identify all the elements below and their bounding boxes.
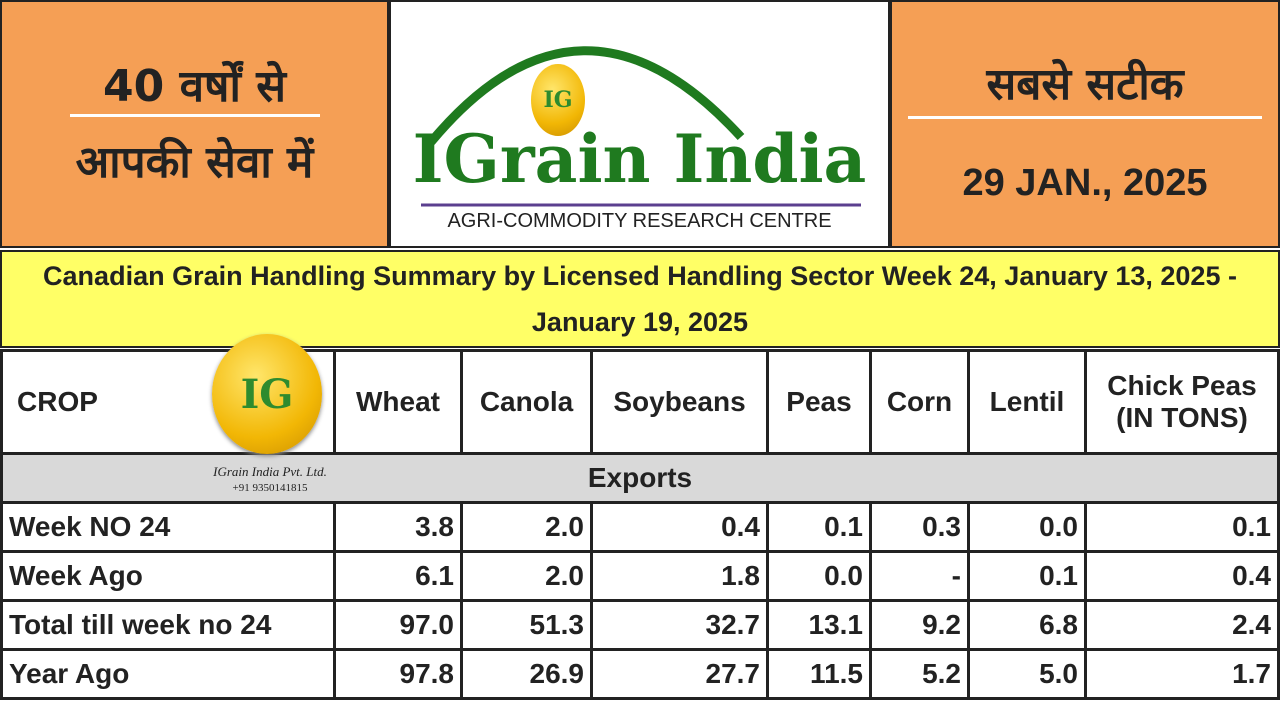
logo-subtitle: AGRI-COMMODITY RESEARCH CENTRE [447,210,832,232]
cell: - [872,553,967,599]
right-banner: सबसे सटीक 29 JAN., 2025 [890,0,1280,248]
column-header: Lentil [970,352,1084,452]
cell: 0.4 [1087,553,1277,599]
data-table: CROP Wheat Canola Soybeans Peas Corn Lentil Chi… [0,349,1280,700]
cell: 97.8 [336,651,460,697]
row-label: Week Ago [3,553,333,599]
row-label: Year Ago [3,651,333,697]
cell: 5.0 [970,651,1084,697]
watermark-phone: +91 9350141815 [232,482,308,494]
cell: 0.0 [769,553,869,599]
divider [70,114,320,117]
column-header: Soybeans [593,352,766,452]
divider [908,116,1262,119]
cell: 97.0 [336,602,460,648]
cell: 32.7 [593,602,766,648]
cell: 1.8 [593,553,766,599]
cell: 0.1 [1087,504,1277,550]
cell: 2.4 [1087,602,1277,648]
logo-title: IGrain India [412,120,867,198]
cell: 0.3 [872,504,967,550]
table-title: Canadian Grain Handling Summary by Licen… [0,250,1280,348]
cell: 27.7 [593,651,766,697]
cell: 3.8 [336,504,460,550]
column-header: Chick Peas (IN TONS) [1087,352,1277,452]
tagline: सबसे सटीक [986,59,1184,110]
cell: 6.8 [970,602,1084,648]
logo-arc [421,46,861,207]
logo-mark: IG [531,64,585,136]
left-banner: 40 वर्षों से आपकी सेवा में [0,0,389,248]
watermark-mark: IG [212,334,322,454]
cell: 2.0 [463,504,590,550]
cell: 13.1 [769,602,869,648]
cell: 0.0 [970,504,1084,550]
slogan-line: 40 वर्षों से [103,61,286,112]
cell: 26.9 [463,651,590,697]
cell: 11.5 [769,651,869,697]
cell: 1.7 [1087,651,1277,697]
header-row: CROP Wheat Canola Soybeans Peas Corn Lentil Chi… [3,352,1277,452]
row-label: Total till week no 24 [3,602,333,648]
cell: 51.3 [463,602,590,648]
cell: 0.1 [769,504,869,550]
section-label: Exports [3,455,1277,501]
column-header: Corn [872,352,967,452]
data-row: Year Ago 97.8 26.9 27.7 11.5 5.2 5.0 1.7 [3,651,1277,697]
cell: 2.0 [463,553,590,599]
data-row: Week Ago 6.1 2.0 1.8 0.0-0.1 0.4 [3,553,1277,599]
cell: 0.4 [593,504,766,550]
slogan-line: आपकी सेवा में [75,137,314,188]
column-header: Peas [769,352,869,452]
watermark-company: IGrain India Pvt. Ltd. [213,464,327,479]
column-header: Canola [463,352,590,452]
data-row: Week NO 24 3.8 2.0 0.4 0.1 0.3 0.0 0.1 [3,504,1277,550]
cell: 6.1 [336,553,460,599]
logo-panel: IG IGrain India AGRI-COMMODITY RESEARCH … [389,0,890,248]
data-row: Total till week no 24 97.0 51.3 32.7 13.1 9.2… [3,602,1277,648]
cell: 5.2 [872,651,967,697]
section-row: Exports [3,455,1277,501]
row-label: Week NO 24 [3,504,333,550]
column-header: Wheat [336,352,460,452]
date: 29 JAN., 2025 [962,162,1208,204]
cell: 9.2 [872,602,967,648]
cell: 0.1 [970,553,1084,599]
